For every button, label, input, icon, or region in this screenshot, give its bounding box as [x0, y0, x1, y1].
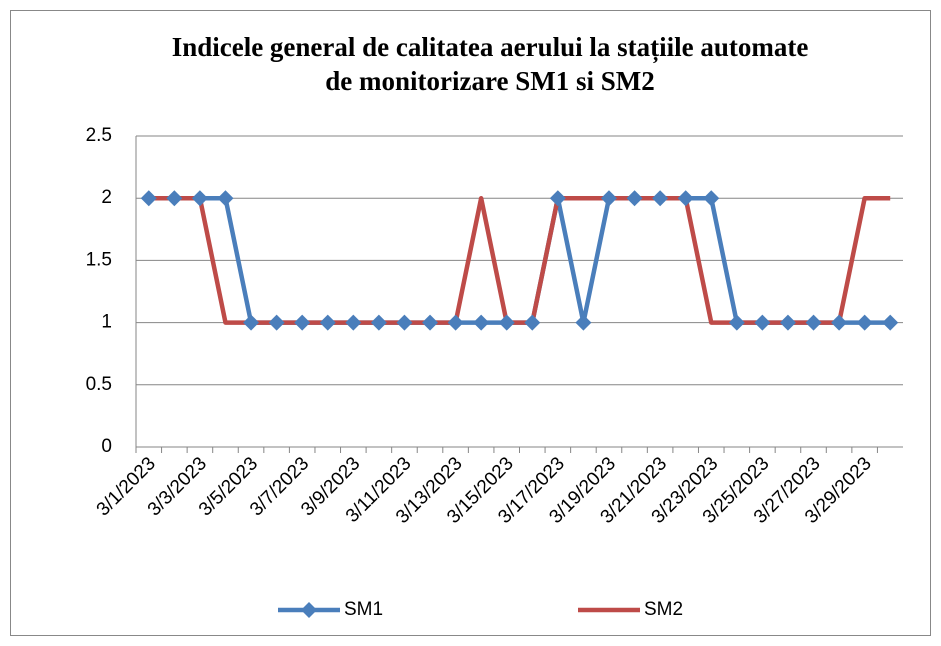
marker — [600, 190, 617, 207]
marker — [626, 190, 643, 207]
marker — [575, 314, 592, 331]
marker — [447, 314, 464, 331]
marker — [498, 314, 515, 331]
marker — [396, 314, 413, 331]
y-tick-label: 2 — [101, 187, 112, 208]
chart-title: Indicele general de calitatea aerului la… — [171, 32, 809, 96]
marker — [703, 190, 720, 207]
marker — [856, 314, 873, 331]
marker — [370, 314, 387, 331]
marker — [652, 190, 669, 207]
marker — [319, 314, 336, 331]
marker — [217, 190, 234, 207]
marker — [549, 190, 566, 207]
marker — [805, 314, 822, 331]
marker — [754, 314, 771, 331]
marker — [882, 314, 899, 331]
marker — [140, 190, 157, 207]
marker — [728, 314, 745, 331]
y-tick-label: 2.5 — [86, 125, 112, 146]
marker — [268, 314, 285, 331]
marker — [524, 314, 541, 331]
marker — [166, 190, 183, 207]
y-tick-label: 0 — [101, 436, 112, 457]
marker — [677, 190, 694, 207]
marker — [191, 190, 208, 207]
marker — [345, 314, 362, 331]
y-tick-label: 1.5 — [86, 249, 112, 270]
marker — [294, 314, 311, 331]
marker — [779, 314, 796, 331]
legend-label: SM2 — [644, 599, 683, 620]
marker — [422, 314, 439, 331]
marker — [831, 314, 848, 331]
y-tick-label: 1 — [101, 312, 112, 333]
legend-marker — [301, 602, 317, 618]
y-tick-label: 0.5 — [86, 374, 112, 395]
marker — [473, 314, 490, 331]
legend-label: SM1 — [344, 599, 383, 620]
marker — [243, 314, 260, 331]
